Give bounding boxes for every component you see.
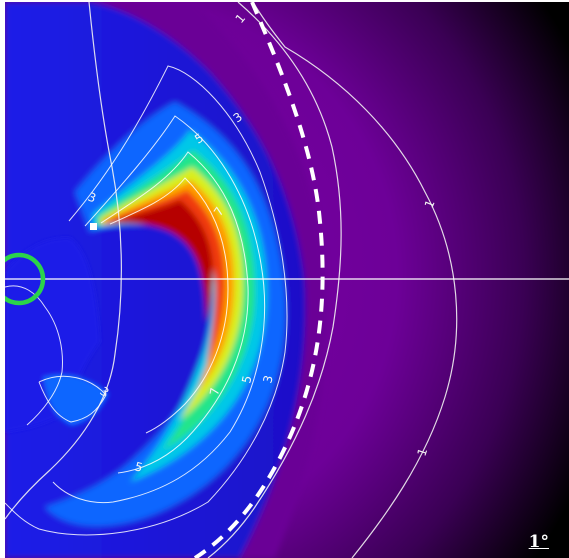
contour-label: 1 — [415, 446, 431, 458]
contour-3-inner — [52, 115, 266, 504]
core-hotspot — [90, 223, 97, 230]
contour-3 — [5, 65, 288, 536]
contour-label: 5 — [239, 374, 254, 384]
contour-label: 3 — [86, 190, 98, 206]
intensity-map: 1 1 1 3 3 3 3 5 5 5 7 7 — [5, 2, 569, 558]
scale-label: 1° — [528, 532, 549, 552]
contour-label: 5 — [133, 459, 144, 475]
green-marker-circle — [5, 252, 46, 306]
contour-7 — [109, 177, 229, 434]
contour-left-patch — [38, 375, 107, 423]
contour-label: 7 — [207, 387, 222, 397]
contour-1-left — [5, 2, 122, 520]
contour-1-outer — [252, 2, 458, 558]
contours — [5, 2, 458, 558]
astronomy-image-frame: 1 1 1 3 3 3 3 5 5 5 7 7 1° — [5, 2, 569, 558]
contour-label: 3 — [260, 374, 276, 385]
contour-left-loop — [5, 285, 63, 426]
dark-red-core — [110, 200, 213, 322]
contour-5 — [100, 151, 249, 474]
contour-1-mid — [207, 2, 342, 558]
